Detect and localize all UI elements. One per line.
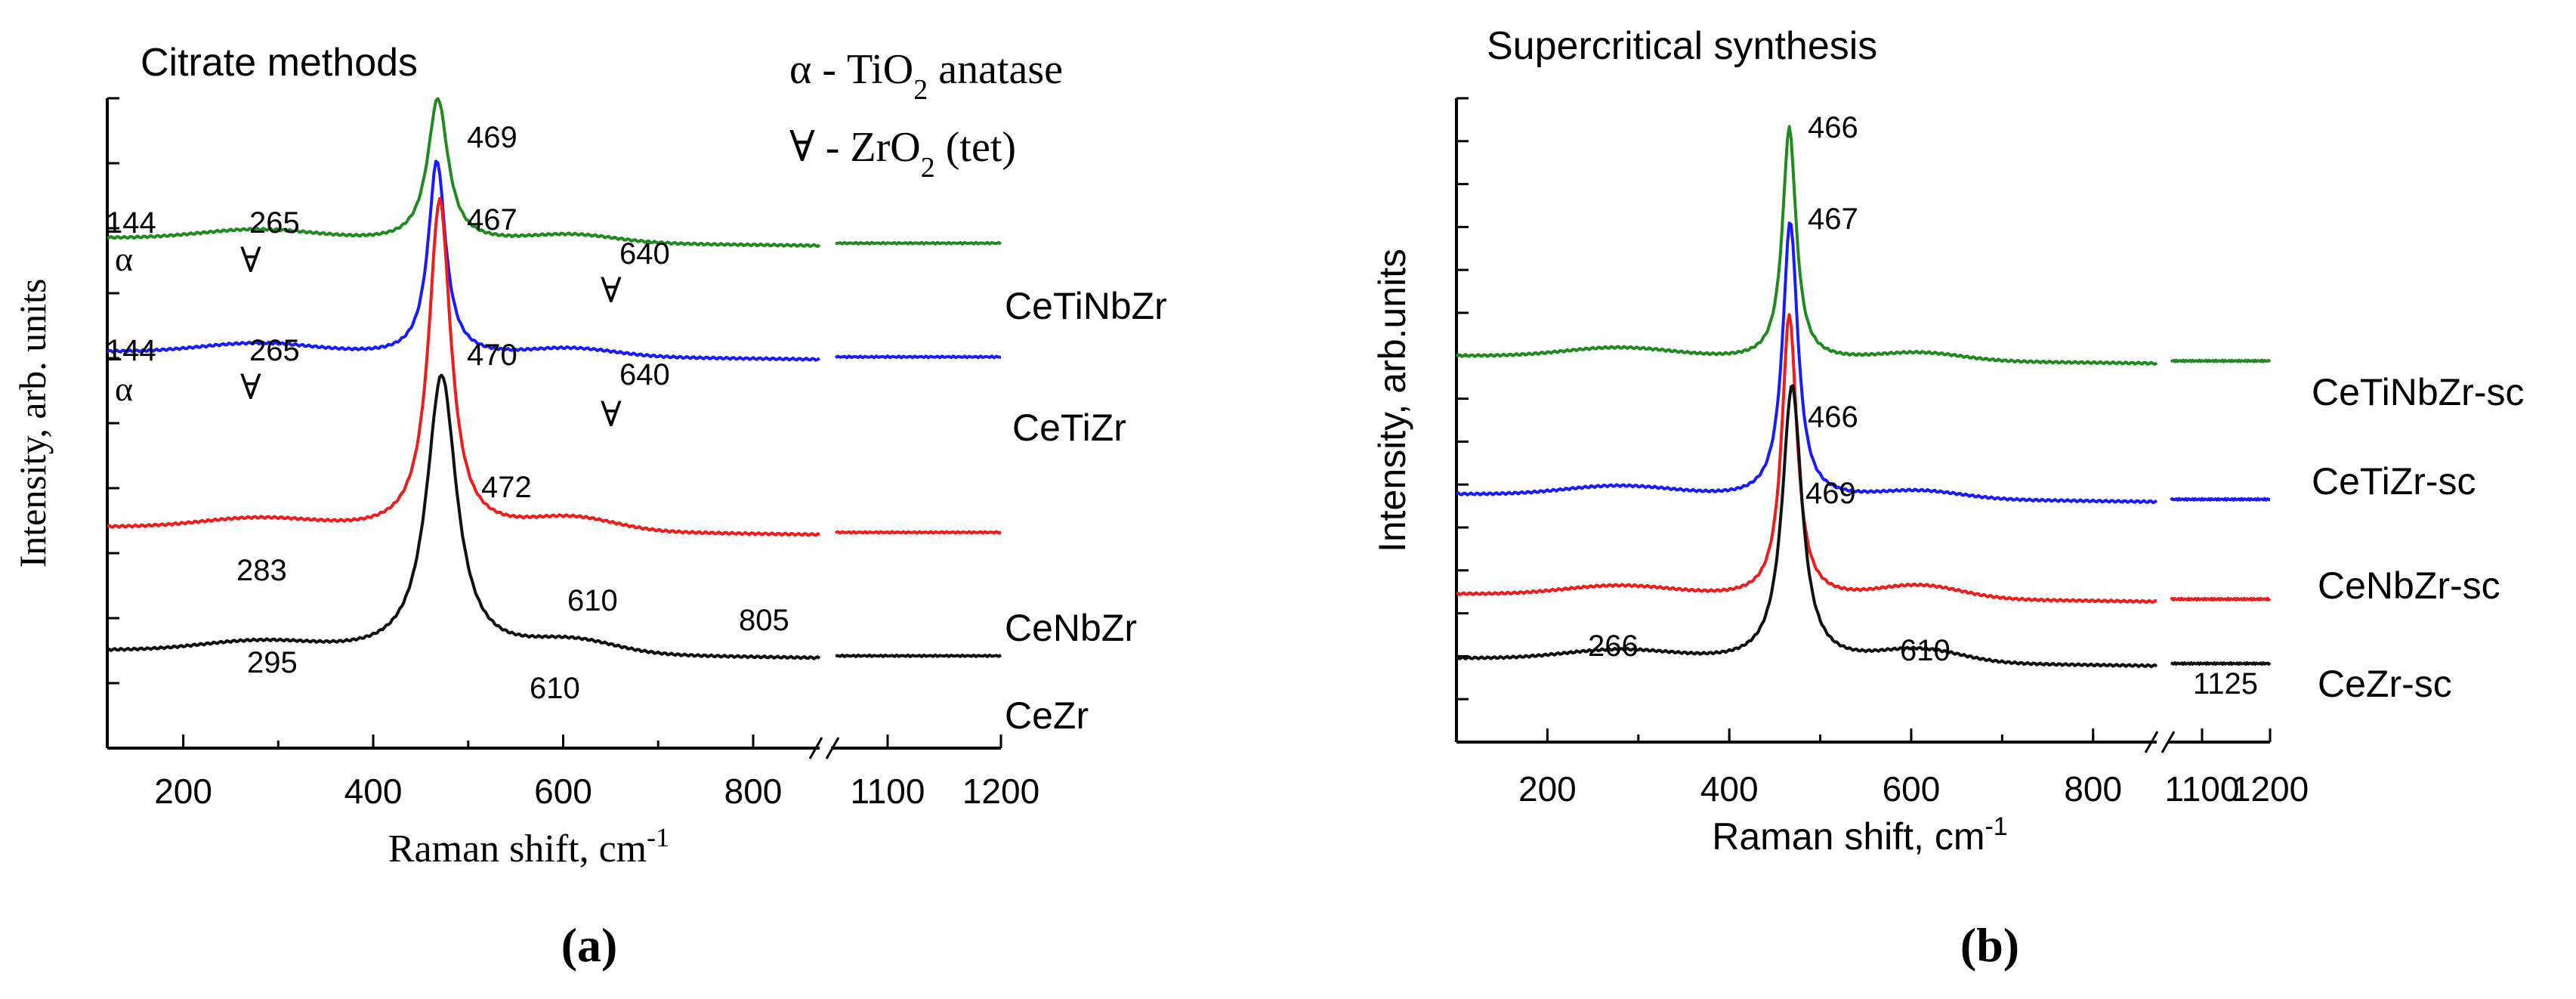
series-CeTiZr-right [834,354,1002,360]
series-CeTiZr-sc-right [2170,496,2271,502]
x-tick-label-1100: 1100 [851,772,925,811]
x-tick-label-200: 200 [154,772,212,811]
series-CeZr-left [107,373,821,660]
legend-alpha-symbol: α [789,46,811,93]
series-CeZr-right [835,653,1002,658]
annot-b-1125: 1125 [2193,667,2258,701]
panel-a-axis-break [808,737,840,759]
panel-a-y-axis-title: Intensity, arb. units [11,279,54,568]
panel-a-phase-markers: α ∀ ∀ α ∀ ∀ [115,240,622,434]
x-tick-label-600: 600 [534,772,592,811]
panel-b-series-label-cenbzr-sc: CeNbZr-sc [2318,564,2500,607]
panel-a-legend-alpha: α - TiO2 anatase [789,46,1063,106]
annot-b-610: 610 [1900,634,1951,667]
annot-b-466-top: 466 [1808,111,1858,144]
annot-a-640-mid: 640 [619,358,670,391]
series-CeTiZr-sc-left [1455,221,2157,505]
x-tick-label-400: 400 [344,772,403,811]
panel-b-annotations: 466 467 466 469 266 610 1125 [1588,111,2258,701]
annot-a-295: 295 [247,646,298,679]
annot-a-467: 467 [467,203,517,237]
x-tick-label-200: 200 [1518,769,1577,809]
marker-forall-640-top: ∀ [601,271,622,310]
annot-a-472: 472 [481,471,532,504]
series-CeTiZr-left [106,159,820,362]
panel-a-legend-forall: ∀ - ZrO2 (tet) [789,124,1016,184]
annot-a-640-top: 640 [619,237,670,271]
annot-a-265-mid: 265 [249,334,300,367]
panel-b-label: (b) [1960,918,2019,972]
annot-b-467: 467 [1808,203,1858,236]
x-tick-label-1200: 1200 [962,772,1039,811]
annot-a-283: 283 [236,554,287,587]
panel-b-y-axis-title: Intensity, arb.units [1371,249,1413,552]
series-CeZr-sc-right [2170,661,2272,667]
series-CeZr-sc-left [1455,384,2158,669]
series-CeNbZr-left [107,196,820,537]
panel-a-series-label-cezr: CeZr [1005,694,1089,737]
marker-forall-640-mid: ∀ [601,395,622,434]
panel-a-series-label-cetizr: CeTiZr [1012,407,1126,449]
marker-forall-265-mid: ∀ [240,368,261,407]
x-tick-label-1100: 1100 [2165,769,2240,809]
series-CeTiNbZr-sc-left [1455,125,2158,366]
annot-a-470: 470 [467,339,517,372]
x-tick-label-600: 600 [1883,769,1941,809]
panel-b-curves [1455,125,2272,669]
marker-alpha-mid: α [115,370,133,408]
series-CeTiNbZr-left [107,97,821,249]
panel-b-title: Supercritical synthesis [1487,24,1877,68]
marker-alpha-top: α [115,240,133,278]
panel-b-series-label-cetizr-sc: CeTiZr-sc [2312,460,2476,503]
panel-a-x-axis-title: Raman shift, cm-1 [388,822,669,871]
panel-b-x-axis-title: Raman shift, cm-1 [1712,812,2007,858]
annot-a-610-black: 610 [530,672,580,705]
x-tick-label-800: 800 [2064,769,2122,809]
panel-a-curves [106,97,1002,660]
svg-text:∀ - ZrO2 (tet): ∀ - ZrO2 (tet) [789,124,1016,184]
panel-a-y-ticks [107,97,119,685]
series-CeTiNbZr-right [835,240,1002,246]
annot-a-469: 469 [467,121,517,154]
panel-b-y-ticks [1456,97,1469,701]
panel-a: Citrate methods α - TiO2 anatase ∀ - ZrO… [11,41,1167,972]
svg-text:α - TiO2 anatase: α - TiO2 anatase [789,46,1063,106]
panel-a-label: (a) [561,918,618,972]
panel-b-axis-break [2144,731,2176,753]
series-CeTiNbZr-sc-right [2170,358,2272,363]
panel-b-series-label-cetinbzr-sc: CeTiNbZr-sc [2312,371,2524,413]
annot-a-805: 805 [739,604,789,637]
panel-a-series-label-cenbzr: CeNbZr [1005,607,1137,649]
x-tick-label-1200: 1200 [2232,769,2309,809]
x-tick-label-400: 400 [1700,769,1759,809]
annot-a-610-red: 610 [567,584,618,617]
panel-b: Supercritical synthesis 200 400 600 800 1100… [1371,24,2524,972]
annot-a-265-top: 265 [249,206,300,240]
legend-forall-symbol: ∀ [789,124,815,171]
panel-a-annotations: 469 467 470 472 144 265 640 144 265 640 … [106,121,789,705]
annot-a-144-mid: 144 [106,334,156,367]
annot-b-466-red: 466 [1808,401,1858,434]
panel-a-x-ticks: 200 400 600 800 1100 1200 [154,735,1039,811]
panel-b-series-label-cezr-sc: CeZr-sc [2318,663,2452,705]
series-CeNbZr-sc-right [2170,596,2272,602]
series-CeNbZr-right [835,530,1002,535]
annot-b-469: 469 [1805,477,1856,510]
panel-a-series-label-cetinbzr: CeTiNbZr [1005,285,1167,327]
x-tick-label-800: 800 [724,772,783,811]
panel-a-title: Citrate methods [141,41,418,85]
series-CeNbZr-sc-left [1456,313,2157,605]
annot-b-266: 266 [1588,629,1639,663]
annot-a-144-top: 144 [106,206,156,240]
marker-forall-265-top: ∀ [240,241,261,280]
